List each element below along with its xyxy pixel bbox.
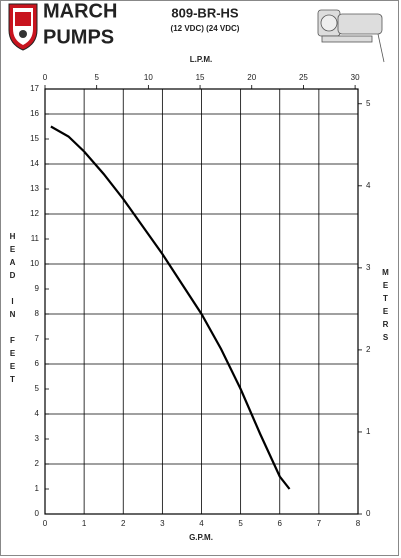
x2-tick-label: 0 [43, 73, 48, 82]
y2-tick-label: 5 [366, 99, 371, 108]
y-tick-label: 15 [30, 134, 39, 143]
y-tick-label: 2 [35, 459, 40, 468]
y2-tick-label: 4 [366, 181, 371, 190]
x-tick-label: 5 [238, 519, 243, 528]
y2-title: METERS [381, 268, 390, 346]
y2-tick-label: 2 [366, 345, 371, 354]
y-tick-label: 16 [30, 109, 39, 118]
y-tick-label: 17 [30, 84, 39, 93]
model: 809-BR-HS [171, 5, 239, 20]
y-tick-label: 3 [35, 434, 40, 443]
y-tick-label: 9 [35, 284, 40, 293]
x2-tick-label: 15 [196, 73, 205, 82]
y-title: HEAD IN FEET [8, 232, 17, 388]
x-tick-label: 6 [278, 519, 283, 528]
curve [50, 125, 291, 490]
plot-frame [44, 88, 359, 515]
x2-tick-label: 30 [351, 73, 360, 82]
x-tick-label: 7 [317, 519, 322, 528]
x-tick-label: 2 [121, 519, 126, 528]
x-tick-label: 0 [43, 519, 48, 528]
y-tick-label: 4 [35, 409, 40, 418]
y2-tick-label: 3 [366, 263, 371, 272]
y-tick-label: 6 [35, 359, 40, 368]
x-tick-label: 3 [160, 519, 165, 528]
y2-tick-label: 0 [366, 509, 371, 518]
x-tick-label: 4 [199, 519, 204, 528]
x2-tick-label: 20 [247, 73, 256, 82]
x2-tick-label: 25 [299, 73, 308, 82]
voltage: (12 VDC) (24 VDC) [171, 24, 240, 33]
y-tick-label: 14 [30, 159, 39, 168]
x2-tick-label: 5 [94, 73, 99, 82]
logo [8, 3, 38, 51]
y-tick-label: 13 [30, 184, 39, 193]
x2-title: L.P.M. [190, 55, 213, 64]
y2-tick-label: 1 [366, 427, 371, 436]
y-tick-label: 0 [35, 509, 40, 518]
x-title: G.P.M. [189, 533, 213, 542]
x-tick-label: 1 [82, 519, 87, 528]
y-tick-label: 12 [30, 209, 39, 218]
brand: MARCH [43, 0, 117, 22]
y-tick-label: 5 [35, 384, 40, 393]
y-tick-label: 1 [35, 484, 40, 493]
y-tick-label: 8 [35, 309, 40, 318]
x2-tick-label: 10 [144, 73, 153, 82]
pump-image [317, 9, 385, 63]
x-tick-label: 8 [356, 519, 361, 528]
brand: PUMPS [43, 26, 114, 48]
y-tick-label: 11 [31, 234, 40, 243]
y-tick-label: 10 [30, 259, 39, 268]
y-tick-label: 7 [35, 334, 40, 343]
